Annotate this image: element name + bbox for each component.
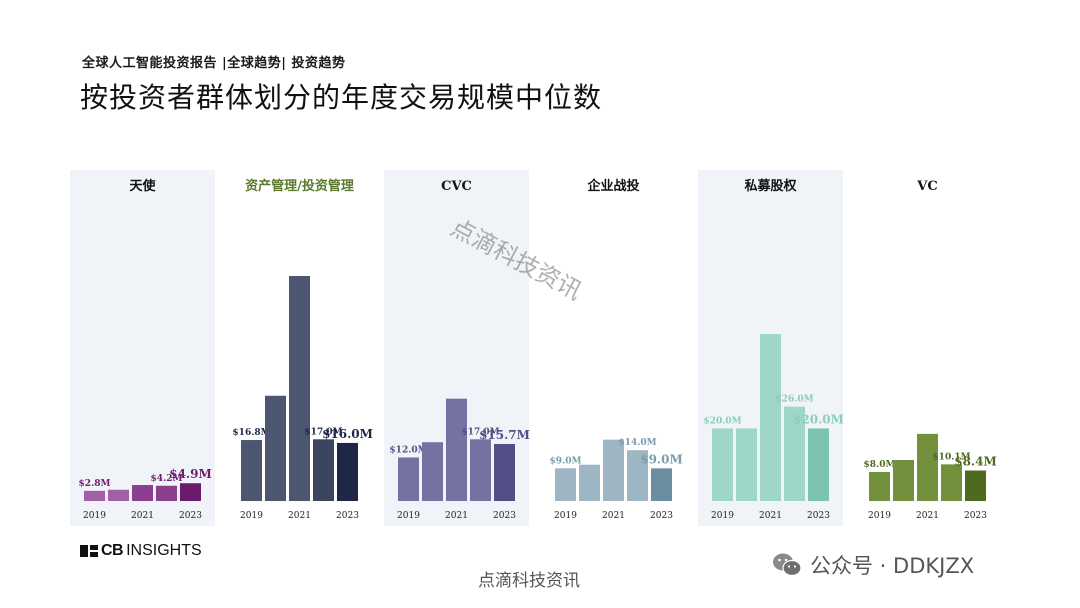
bar-5-0 bbox=[869, 471, 890, 501]
bar-3-4 bbox=[651, 468, 672, 501]
bar-0-3 bbox=[156, 485, 177, 501]
brand-prefix: CB bbox=[101, 542, 124, 559]
tick-label-1-2: 2021 bbox=[288, 511, 311, 521]
tick-label-5-2: 2021 bbox=[916, 511, 939, 521]
chart-panel-1: 资产管理/投资管理 $16.8M 2019 2021 $17.0M$16.0M 2023 bbox=[227, 170, 373, 526]
data-label-2-4: $15.7M bbox=[479, 428, 530, 442]
bar-3-0 bbox=[555, 468, 576, 501]
bar-1-1 bbox=[265, 395, 286, 501]
footer-source-text: 点滴科技资讯 bbox=[478, 571, 580, 591]
chart-panel-2: CVC $12.0M 2019 2021 $17.0M$15.7M 2023 bbox=[384, 170, 530, 526]
tick-label-0-0: 2019 bbox=[83, 511, 106, 521]
chart-title-5: VC bbox=[916, 179, 937, 194]
tick-label-2-0: 2019 bbox=[397, 511, 420, 521]
wechat-account-label: 公众号 · DDKJZX bbox=[810, 554, 975, 578]
bar-0-4 bbox=[180, 483, 201, 501]
brand-suffix: INSIGHTS bbox=[126, 542, 202, 559]
bar-1-0 bbox=[241, 440, 262, 501]
chart-title-2: CVC bbox=[441, 179, 472, 194]
bar-3-3 bbox=[627, 450, 648, 501]
bar-5-3 bbox=[941, 464, 962, 501]
data-label-3-3: $14.0M bbox=[618, 438, 656, 448]
data-label-0-3: $4.2M bbox=[151, 474, 183, 484]
chart-panel-bg-0 bbox=[70, 170, 215, 526]
chart-title-3: 企业战投 bbox=[586, 178, 639, 194]
wechat-account: 公众号 · DDKJZX bbox=[772, 550, 974, 580]
chart-title-4: 私募股权 bbox=[744, 178, 797, 194]
chart-title-1: 资产管理/投资管理 bbox=[245, 178, 354, 194]
data-label-0-4: $4.9M bbox=[169, 467, 212, 481]
tick-label-1-0: 2019 bbox=[240, 511, 263, 521]
bar-1-2 bbox=[289, 276, 310, 501]
tick-label-4-2: 2021 bbox=[759, 511, 782, 521]
bar-4-4 bbox=[808, 428, 829, 501]
bar-4-3 bbox=[784, 406, 805, 501]
data-label-2-3: $17.0M bbox=[461, 427, 499, 437]
cb-insights-logo: CB INSIGHTS bbox=[80, 542, 202, 560]
tick-label-2-2: 2021 bbox=[445, 511, 468, 521]
data-label-3-0: $9.0M bbox=[550, 456, 582, 466]
tick-label-4-0: 2019 bbox=[711, 511, 734, 521]
bar-2-0 bbox=[398, 457, 419, 501]
data-label-5-3: $10.1M bbox=[932, 452, 970, 462]
tick-label-2-4: 2023 bbox=[493, 511, 516, 521]
data-label-1-4: $16.0M bbox=[322, 427, 373, 441]
tick-label-5-0: 2019 bbox=[868, 511, 891, 521]
cb-insights-logo-icon bbox=[80, 545, 98, 557]
bar-0-0 bbox=[84, 490, 105, 501]
bar-3-1 bbox=[579, 464, 600, 501]
tick-label-1-4: 2023 bbox=[336, 511, 359, 521]
bar-2-1 bbox=[422, 442, 443, 501]
page-title: 按投资者群体划分的年度交易规模中位数 bbox=[80, 81, 603, 114]
bar-5-1 bbox=[893, 459, 914, 501]
data-label-5-0: $8.0M bbox=[864, 460, 896, 470]
data-label-5-4: $8.4M bbox=[954, 455, 997, 469]
data-label-4-0: $20.0M bbox=[703, 416, 741, 426]
chart-title-0: 天使 bbox=[129, 178, 156, 194]
report-subtitle: 全球人工智能投资报告 |全球趋势| 投资趋势 bbox=[82, 56, 346, 71]
tick-label-3-0: 2019 bbox=[554, 511, 577, 521]
bar-5-2 bbox=[917, 433, 938, 501]
bar-4-0 bbox=[712, 428, 733, 501]
data-label-3-4: $9.0M bbox=[640, 452, 683, 466]
data-label-4-3: $26.0M bbox=[775, 395, 813, 405]
bar-2-4 bbox=[494, 444, 515, 501]
bar-2-3 bbox=[470, 439, 491, 501]
data-label-4-4: $20.0M bbox=[793, 412, 844, 426]
bar-0-2 bbox=[132, 485, 153, 501]
data-label-1-3: $17.0M bbox=[304, 427, 342, 437]
tick-label-0-2: 2021 bbox=[131, 511, 154, 521]
bar-4-2 bbox=[760, 334, 781, 501]
bar-0-1 bbox=[108, 489, 129, 501]
chart-panel-4: 私募股权 $20.0M 2019 2021 $26.0M $20.0M 2023 bbox=[698, 170, 844, 526]
bar-1-3 bbox=[313, 439, 334, 501]
data-label-1-0: $16.8M bbox=[232, 428, 270, 438]
bar-5-4 bbox=[965, 470, 986, 501]
tick-label-3-2: 2021 bbox=[602, 511, 625, 521]
chart-panel-0: 天使 $2.8M 2019 2021 $4.2M$4.9M 2023 bbox=[70, 170, 215, 526]
data-label-0-0: $2.8M bbox=[79, 479, 111, 489]
data-label-2-0: $12.0M bbox=[389, 445, 427, 455]
chart-panel-5: VC $8.0M 2019 2021 $10.1M$8.4M 2023 bbox=[855, 170, 1000, 526]
bar-1-4 bbox=[337, 442, 358, 501]
chart-panel-3: 企业战投 $9.0M 2019 2021 $14.0M $9.0M 2023 bbox=[541, 170, 686, 526]
bar-2-2 bbox=[446, 398, 467, 501]
tick-label-5-4: 2023 bbox=[964, 511, 987, 521]
tick-label-4-4: 2023 bbox=[807, 511, 830, 521]
tick-label-0-4: 2023 bbox=[179, 511, 202, 521]
wechat-icon bbox=[773, 553, 802, 577]
bar-3-2 bbox=[603, 439, 624, 501]
tick-label-3-4: 2023 bbox=[650, 511, 673, 521]
bar-4-1 bbox=[736, 428, 757, 501]
